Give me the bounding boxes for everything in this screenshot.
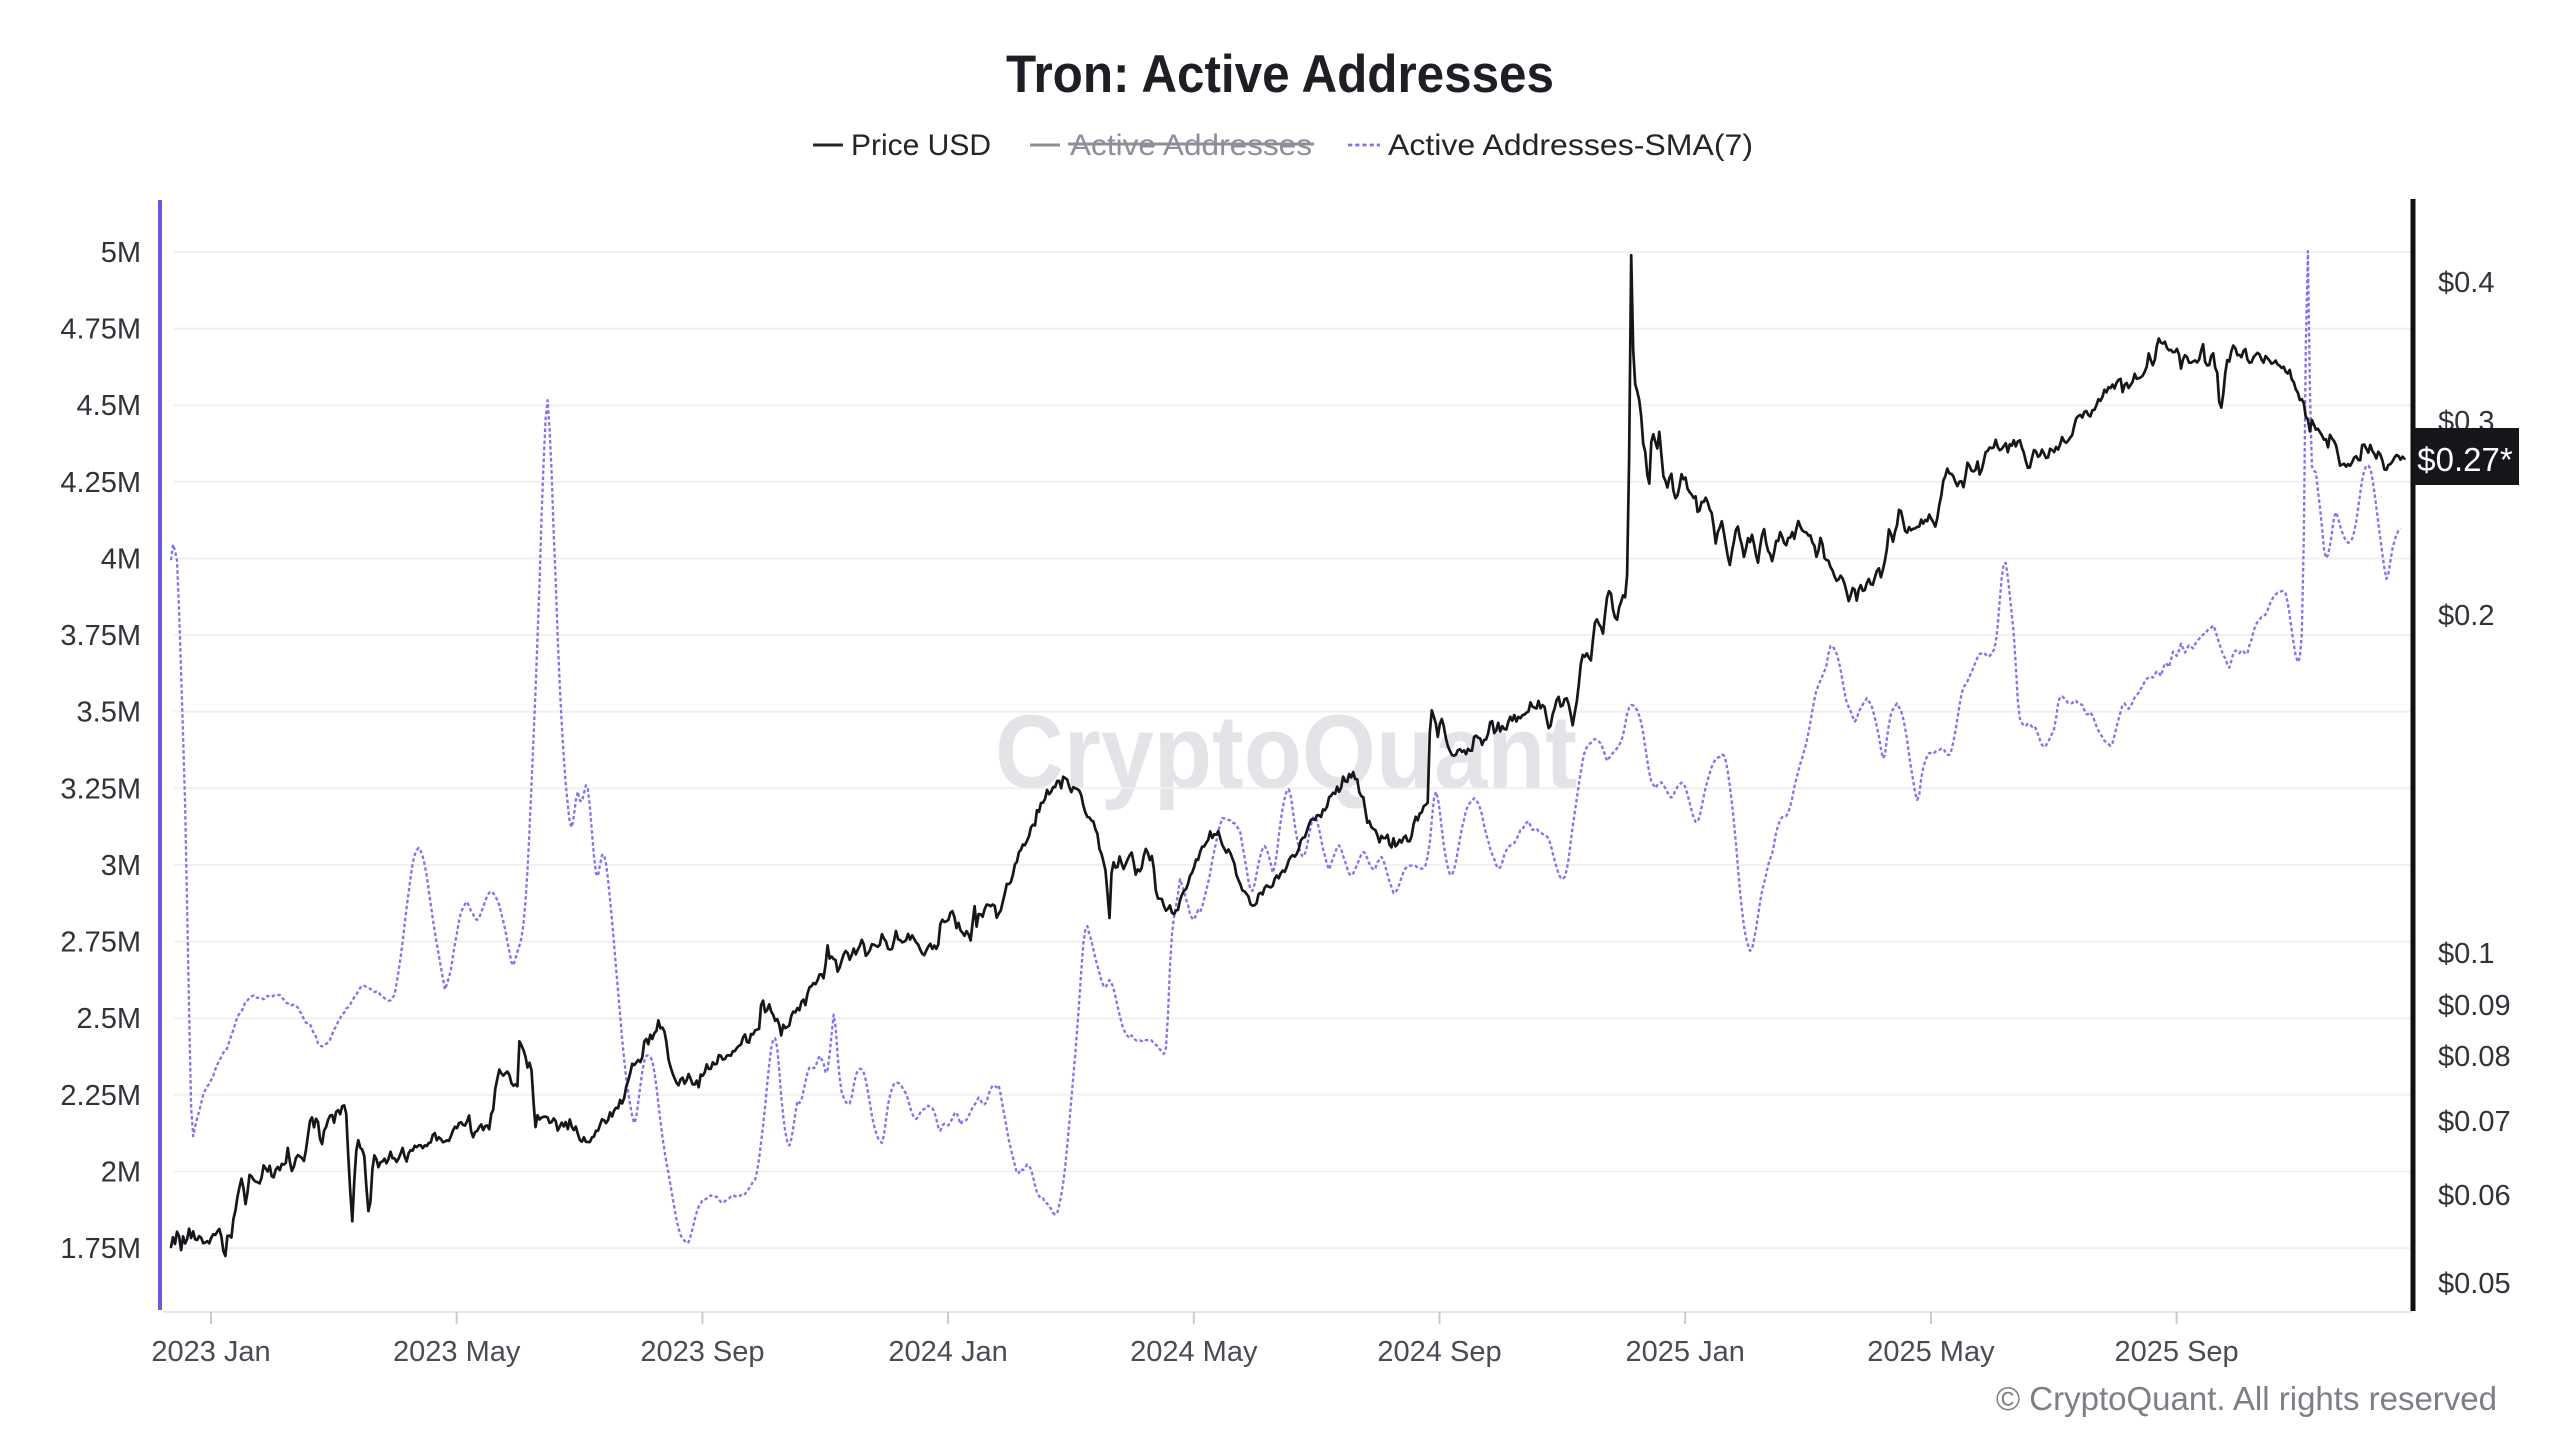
svg-text:4M: 4M: [101, 544, 141, 576]
svg-text:2.75M: 2.75M: [60, 927, 141, 959]
svg-text:3.5M: 3.5M: [77, 697, 141, 729]
svg-text:© CryptoQuant. All rights rese: © CryptoQuant. All rights reserved: [1996, 1380, 2497, 1417]
svg-text:$0.2: $0.2: [2438, 600, 2494, 632]
svg-text:4.25M: 4.25M: [60, 467, 141, 499]
svg-text:3.75M: 3.75M: [60, 620, 141, 652]
svg-text:2.5M: 2.5M: [77, 1003, 141, 1035]
svg-text:2024 May: 2024 May: [1130, 1336, 1258, 1368]
svg-text:4.5M: 4.5M: [77, 390, 141, 422]
svg-text:4.75M: 4.75M: [60, 314, 141, 346]
svg-text:Tron: Active Addresses: Tron: Active Addresses: [1006, 45, 1554, 104]
svg-text:3M: 3M: [101, 850, 141, 882]
svg-text:$0.08: $0.08: [2438, 1041, 2511, 1073]
svg-text:2023 Sep: 2023 Sep: [640, 1336, 764, 1368]
svg-text:$0.05: $0.05: [2438, 1268, 2511, 1300]
svg-text:2023 Jan: 2023 Jan: [151, 1336, 270, 1368]
svg-text:$0.06: $0.06: [2438, 1180, 2511, 1212]
svg-text:2.25M: 2.25M: [60, 1080, 141, 1112]
svg-text:$0.27*: $0.27*: [2417, 441, 2513, 478]
svg-text:$0.09: $0.09: [2438, 990, 2511, 1022]
svg-text:5M: 5M: [101, 237, 141, 269]
svg-text:2M: 2M: [101, 1156, 141, 1188]
svg-text:2025 Jan: 2025 Jan: [1626, 1336, 1745, 1368]
svg-text:2023 May: 2023 May: [393, 1336, 521, 1368]
svg-text:$0.4: $0.4: [2438, 267, 2494, 299]
svg-text:2025 Sep: 2025 Sep: [2115, 1336, 2239, 1368]
svg-text:3.25M: 3.25M: [60, 773, 141, 805]
svg-text:1.75M: 1.75M: [60, 1233, 141, 1265]
svg-text:Active Addresses-SMA(7): Active Addresses-SMA(7): [1388, 129, 1753, 162]
svg-text:2025 May: 2025 May: [1867, 1336, 1995, 1368]
svg-text:2024 Jan: 2024 Jan: [888, 1336, 1007, 1368]
svg-text:$0.07: $0.07: [2438, 1106, 2511, 1138]
svg-text:Price USD: Price USD: [851, 129, 991, 162]
svg-text:2024 Sep: 2024 Sep: [1377, 1336, 1501, 1368]
svg-text:$0.1: $0.1: [2438, 938, 2494, 970]
